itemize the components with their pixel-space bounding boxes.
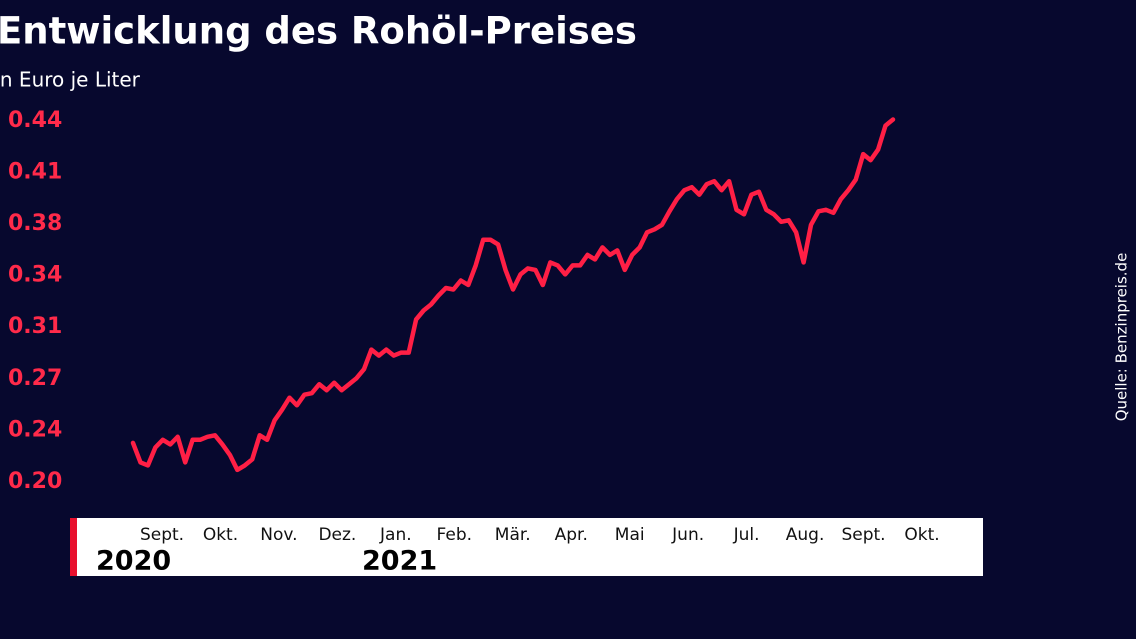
y-tick-label: 0.31 — [8, 314, 62, 339]
y-tick-label: 0.24 — [8, 417, 62, 442]
timeline-bar — [70, 518, 983, 576]
x-tick-label: Apr. — [555, 525, 588, 545]
x-tick-label: Jul. — [733, 525, 760, 545]
y-tick-label: 0.41 — [8, 159, 62, 184]
year-label: 2021 — [362, 546, 437, 577]
x-tick-label: Jun. — [671, 525, 704, 545]
y-tick-label: 0.44 — [8, 108, 62, 133]
x-tick-label: Jan. — [379, 525, 412, 545]
x-tick-label: Aug. — [786, 525, 825, 545]
y-tick-label: 0.38 — [8, 211, 62, 236]
x-tick-label: Sept. — [140, 525, 184, 545]
chart-subtitle: In Euro je Liter — [0, 68, 141, 92]
source-note: Quelle: Benzinpreis.de — [1113, 253, 1131, 422]
year-label: 2020 — [96, 546, 171, 577]
timeline-accent — [70, 518, 77, 576]
x-tick-label: Okt. — [203, 525, 238, 545]
x-tick-label: Mär. — [495, 525, 531, 545]
y-tick-label: 0.27 — [8, 366, 62, 391]
y-tick-label: 0.20 — [8, 469, 62, 494]
x-tick-label: Feb. — [437, 525, 473, 545]
x-tick-label: Sept. — [841, 525, 885, 545]
x-tick-label: Dez. — [318, 525, 356, 545]
x-tick-label: Nov. — [260, 525, 297, 545]
chart-title: Entwicklung des Rohöl-Preises — [0, 10, 637, 53]
price-line — [130, 117, 896, 473]
x-tick-label: Okt. — [904, 525, 939, 545]
x-tick-label: Mai — [615, 525, 645, 545]
y-tick-label: 0.34 — [8, 263, 62, 288]
